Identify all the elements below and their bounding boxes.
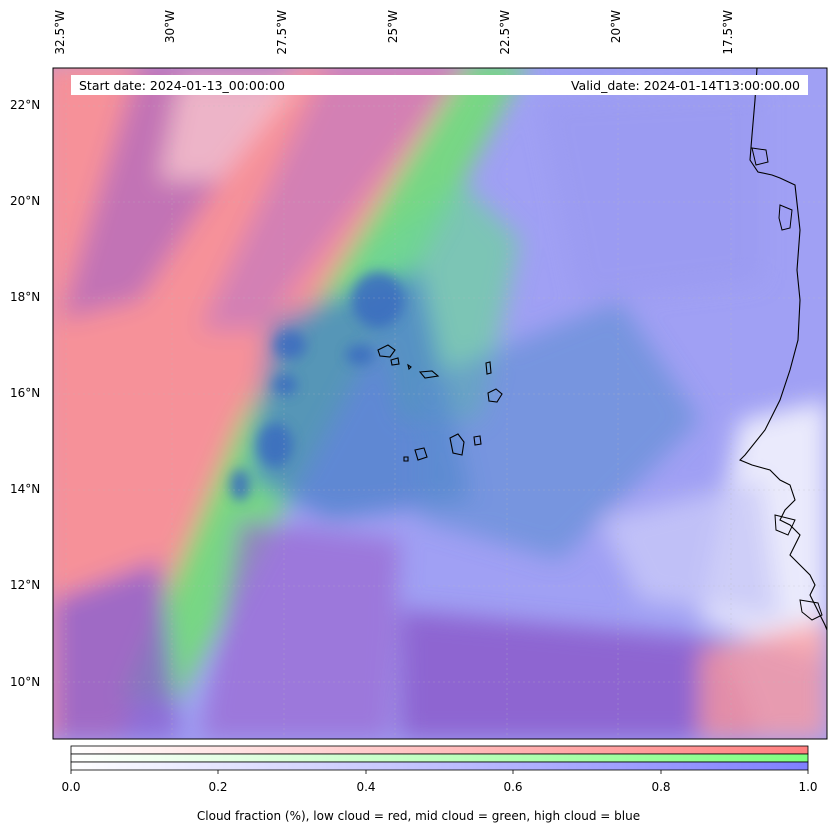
colorbar-tick-label: 0.2 xyxy=(208,780,228,794)
colorbar-caption: Cloud fraction (%), low cloud = red, mid… xyxy=(196,809,641,823)
lat-label: 14°N xyxy=(10,482,41,496)
colorbar-tick-label: 0.6 xyxy=(503,780,523,794)
colorbar xyxy=(70,745,809,774)
colorbar-tick-label: 1.0 xyxy=(798,780,818,794)
lat-label: 10°N xyxy=(10,675,41,689)
colorbar-tick-label: 0.0 xyxy=(61,780,81,794)
lon-label: 32.5°W xyxy=(53,10,67,55)
lon-label: 27.5°W xyxy=(275,10,289,55)
lon-label: 30°W xyxy=(163,10,177,44)
lon-label: 25°W xyxy=(386,10,400,44)
islands xyxy=(377,344,503,462)
lat-label: 18°N xyxy=(10,290,41,304)
colorbar-tick-label: 0.8 xyxy=(651,780,671,794)
coastline xyxy=(739,68,827,631)
lon-label: 22.5°W xyxy=(498,10,512,55)
start-date-label: Start date: 2024-01-13_00:00:00 xyxy=(79,78,285,93)
cloud-field xyxy=(53,68,827,739)
lat-label: 12°N xyxy=(10,578,41,592)
lat-label: 16°N xyxy=(10,386,41,400)
lon-label: 17.5°W xyxy=(721,10,735,55)
colorbar-tick-label: 0.4 xyxy=(356,780,376,794)
lon-label: 20°W xyxy=(609,10,623,44)
valid-date-label: Valid_date: 2024-01-14T13:00:00.00 xyxy=(571,78,800,93)
lat-label: 22°N xyxy=(10,98,41,112)
lat-label: 20°N xyxy=(10,194,41,208)
date-banner xyxy=(71,75,808,95)
